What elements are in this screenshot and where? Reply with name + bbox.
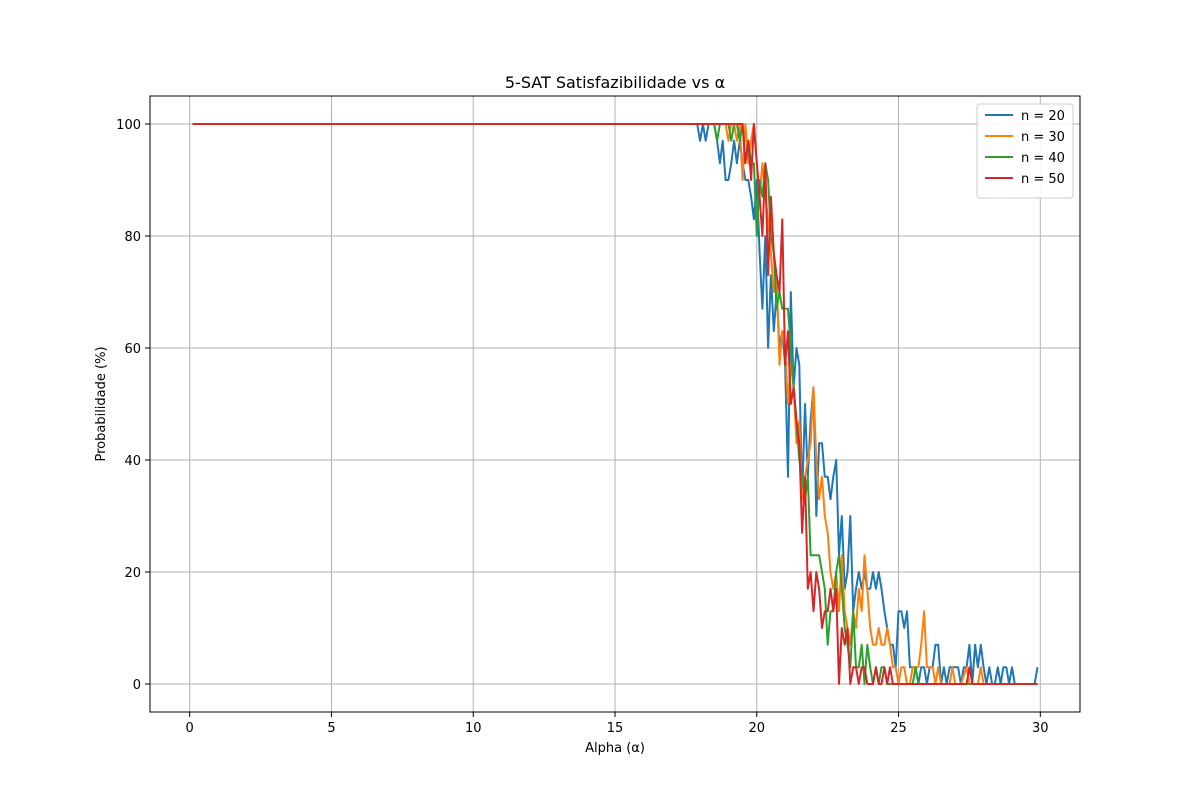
y-tick-label: 100	[116, 118, 141, 133]
x-tick-label: 5	[327, 721, 335, 736]
x-tick-label: 0	[186, 721, 194, 736]
x-tick-label: 25	[890, 721, 907, 736]
legend-box	[976, 103, 1074, 199]
legend-label: n = 50	[1021, 172, 1065, 187]
legend-label: n = 30	[1021, 130, 1065, 145]
legend-label: n = 40	[1021, 151, 1065, 166]
series-line-4	[192, 123, 1038, 685]
chart-title: 5-SAT Satisfazibilidade vs α	[505, 73, 725, 92]
axis-ticks: 0 5 10 15 20 25 30 0 20 40 60 80 100	[116, 118, 1048, 736]
y-axis-title: Probabilidade (%)	[94, 346, 109, 461]
series-lines	[192, 123, 1039, 685]
grid	[150, 96, 1080, 712]
x-tick-label: 15	[607, 721, 624, 736]
legend-label: n = 20	[1021, 109, 1065, 124]
y-tick-label: 80	[124, 230, 141, 245]
x-tick-label: 10	[465, 721, 482, 736]
y-tick-label: 0	[133, 678, 141, 693]
x-tick-label: 20	[748, 721, 765, 736]
series-line-1	[192, 123, 1039, 685]
y-tick-label: 60	[124, 342, 141, 357]
x-axis-title: Alpha (α)	[585, 741, 645, 756]
y-tick-label: 20	[124, 566, 141, 581]
x-tick-label: 30	[1032, 721, 1049, 736]
y-tick-label: 40	[124, 454, 141, 469]
legend: n = 20 n = 30 n = 40 n = 50	[976, 103, 1074, 199]
